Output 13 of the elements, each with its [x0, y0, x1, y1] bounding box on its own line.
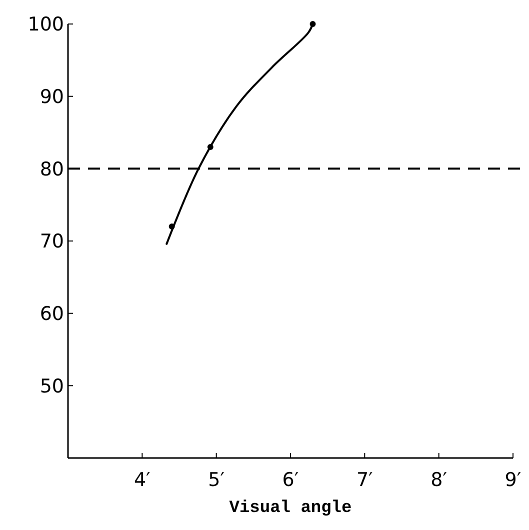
x-tick-label: 4′ — [134, 469, 150, 491]
y-tick-label: 60 — [40, 302, 64, 325]
y-tick-label: 80 — [40, 158, 64, 180]
y-tick-label: 100 — [28, 14, 64, 36]
x-tick-label: 5′ — [208, 469, 225, 491]
x-tick-label: 8′ — [430, 469, 448, 491]
x-tick-label: 6′ — [282, 469, 299, 491]
y-tick-label: 50 — [40, 375, 64, 398]
y-tick-label: 90 — [40, 86, 64, 108]
x-tick-label: 7′ — [356, 469, 373, 491]
x-axis-title: Visual angle — [229, 499, 352, 518]
x-tick-label: 9′ — [504, 469, 522, 491]
y-tick-label: 70 — [40, 230, 64, 253]
